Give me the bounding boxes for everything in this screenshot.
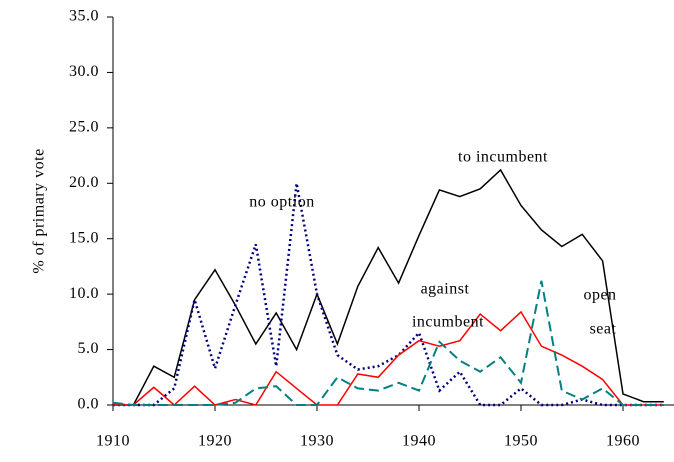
y-axis-label: % of primary vote (31, 148, 48, 273)
annotation: seat (590, 321, 617, 338)
annotation: no option (249, 194, 314, 211)
annotation: to incumbent (458, 149, 548, 166)
x-tick-label: 1960 (606, 433, 640, 450)
x-tick-label: 1910 (96, 433, 130, 450)
x-tick-label: 1950 (504, 433, 538, 450)
y-tick-label: 20.0 (69, 174, 99, 191)
x-tick-label: 1940 (402, 433, 436, 450)
series-line (112, 280, 664, 406)
series-line (113, 183, 664, 407)
y-tick-label: 15.0 (69, 229, 99, 246)
annotation: against (421, 281, 470, 298)
y-tick-label: 30.0 (69, 63, 99, 80)
annotation: open (583, 287, 616, 304)
series-line (113, 168, 664, 406)
y-tick-label: 10.0 (69, 285, 99, 302)
y-tick-label: 35.0 (69, 8, 99, 25)
y-tick-label: 25.0 (69, 119, 99, 136)
x-tick-label: 1930 (300, 433, 334, 450)
series-line (113, 310, 664, 407)
annotation: incumbent (412, 314, 484, 331)
y-tick-label: 5.0 (78, 340, 100, 357)
y-tick-label: 0.0 (78, 396, 100, 413)
x-tick-label: 1920 (198, 433, 232, 450)
